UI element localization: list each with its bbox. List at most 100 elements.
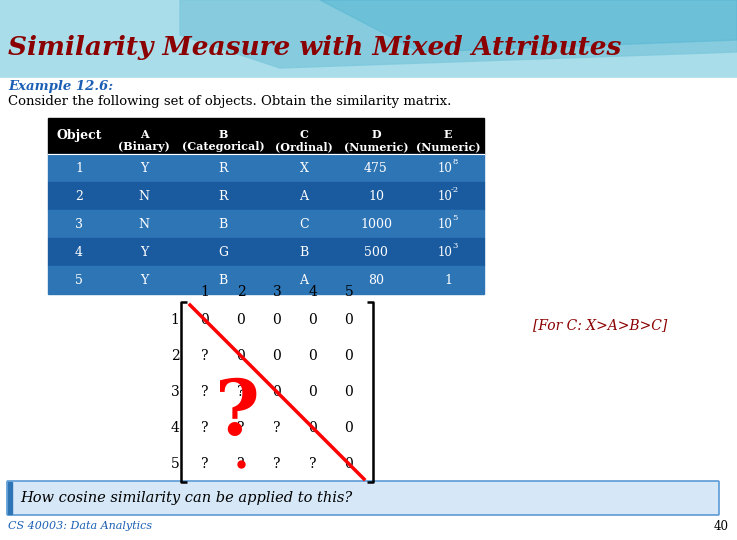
Text: 3: 3 xyxy=(171,385,179,399)
Text: (Numeric): (Numeric) xyxy=(343,141,408,152)
Text: 0: 0 xyxy=(345,421,353,435)
Text: B: B xyxy=(218,273,228,287)
Text: 1: 1 xyxy=(200,285,209,299)
Text: ?: ? xyxy=(201,385,209,399)
Text: 0: 0 xyxy=(309,385,318,399)
Text: Similarity Measure with Mixed Attributes: Similarity Measure with Mixed Attributes xyxy=(8,35,621,60)
Text: 0: 0 xyxy=(309,421,318,435)
Text: 5: 5 xyxy=(345,285,353,299)
Text: ?: ? xyxy=(201,349,209,363)
Text: (Numeric): (Numeric) xyxy=(416,141,481,152)
Text: 1: 1 xyxy=(170,313,179,327)
Text: C: C xyxy=(299,129,309,140)
Text: 0: 0 xyxy=(345,349,353,363)
Text: 0: 0 xyxy=(237,349,245,363)
Text: Consider the following set of objects. Obtain the similarity matrix.: Consider the following set of objects. O… xyxy=(8,95,451,108)
Text: 3: 3 xyxy=(453,242,458,250)
Bar xyxy=(48,118,484,154)
Polygon shape xyxy=(180,0,737,68)
Text: 4: 4 xyxy=(170,421,179,435)
Text: ?: ? xyxy=(310,457,317,471)
FancyBboxPatch shape xyxy=(7,481,719,515)
Text: 10: 10 xyxy=(438,218,453,231)
Text: Y: Y xyxy=(140,161,148,174)
Text: B: B xyxy=(218,129,228,140)
Text: A: A xyxy=(299,190,309,202)
Text: N: N xyxy=(139,218,150,231)
Text: 0: 0 xyxy=(345,313,353,327)
Text: 0: 0 xyxy=(309,349,318,363)
Text: 3: 3 xyxy=(273,285,282,299)
Text: C: C xyxy=(299,218,309,231)
Text: ?: ? xyxy=(201,421,209,435)
Text: ?: ? xyxy=(215,376,259,450)
Text: 0: 0 xyxy=(273,385,282,399)
Text: ?: ? xyxy=(201,457,209,471)
Text: 475: 475 xyxy=(364,161,388,174)
Bar xyxy=(48,182,484,210)
Text: Y: Y xyxy=(140,273,148,287)
Text: 5: 5 xyxy=(453,214,458,222)
Text: 0: 0 xyxy=(273,349,282,363)
Text: 0: 0 xyxy=(345,385,353,399)
Bar xyxy=(48,266,484,294)
Text: ?: ? xyxy=(237,385,245,399)
Text: D: D xyxy=(371,129,381,140)
Text: (Binary): (Binary) xyxy=(118,141,170,152)
Text: (Ordinal): (Ordinal) xyxy=(275,141,333,152)
Text: 80: 80 xyxy=(368,273,384,287)
Bar xyxy=(48,238,484,266)
Text: 1: 1 xyxy=(444,273,452,287)
Text: 1: 1 xyxy=(75,161,83,174)
Text: 10: 10 xyxy=(438,190,453,202)
Text: 1000: 1000 xyxy=(360,218,392,231)
Text: ?: ? xyxy=(237,457,245,471)
Text: ?: ? xyxy=(237,421,245,435)
Text: R: R xyxy=(218,190,228,202)
Text: 10: 10 xyxy=(368,190,384,202)
Text: 0: 0 xyxy=(309,313,318,327)
Text: E: E xyxy=(444,129,453,140)
Text: 2: 2 xyxy=(171,349,179,363)
Text: Example 12.6:: Example 12.6: xyxy=(8,80,113,93)
Polygon shape xyxy=(320,0,737,52)
Text: 0: 0 xyxy=(237,313,245,327)
Bar xyxy=(0,78,737,540)
Text: B: B xyxy=(218,218,228,231)
Text: 4: 4 xyxy=(75,246,83,259)
Text: 8: 8 xyxy=(453,158,458,166)
Text: A: A xyxy=(299,273,309,287)
Text: ?: ? xyxy=(273,457,281,471)
Text: 3: 3 xyxy=(75,218,83,231)
Text: 2: 2 xyxy=(75,190,83,202)
Text: 2: 2 xyxy=(237,285,245,299)
Text: 5: 5 xyxy=(171,457,179,471)
Text: 4: 4 xyxy=(309,285,318,299)
Text: B: B xyxy=(299,246,309,259)
Bar xyxy=(8,482,12,514)
Text: Y: Y xyxy=(140,246,148,259)
Text: Object: Object xyxy=(56,130,102,143)
Text: 500: 500 xyxy=(364,246,388,259)
Text: 10: 10 xyxy=(438,246,453,259)
Bar xyxy=(48,210,484,238)
Bar xyxy=(0,0,737,78)
Text: How cosine similarity can be applied to this?: How cosine similarity can be applied to … xyxy=(20,491,352,505)
Text: ?: ? xyxy=(273,421,281,435)
Text: -2: -2 xyxy=(451,186,459,194)
Text: [For C: X>A>B>C]: [For C: X>A>B>C] xyxy=(533,318,667,332)
Text: (Categorical): (Categorical) xyxy=(182,141,265,152)
Text: G: G xyxy=(218,246,228,259)
Text: 10: 10 xyxy=(438,161,453,174)
Text: 0: 0 xyxy=(273,313,282,327)
Text: 5: 5 xyxy=(75,273,83,287)
Text: N: N xyxy=(139,190,150,202)
Text: A: A xyxy=(140,129,148,140)
Text: CS 40003: Data Analytics: CS 40003: Data Analytics xyxy=(8,521,152,531)
Bar xyxy=(48,154,484,182)
Text: 0: 0 xyxy=(200,313,209,327)
Text: 0: 0 xyxy=(345,457,353,471)
Text: R: R xyxy=(218,161,228,174)
Text: 40: 40 xyxy=(714,519,729,532)
Text: X: X xyxy=(299,161,309,174)
